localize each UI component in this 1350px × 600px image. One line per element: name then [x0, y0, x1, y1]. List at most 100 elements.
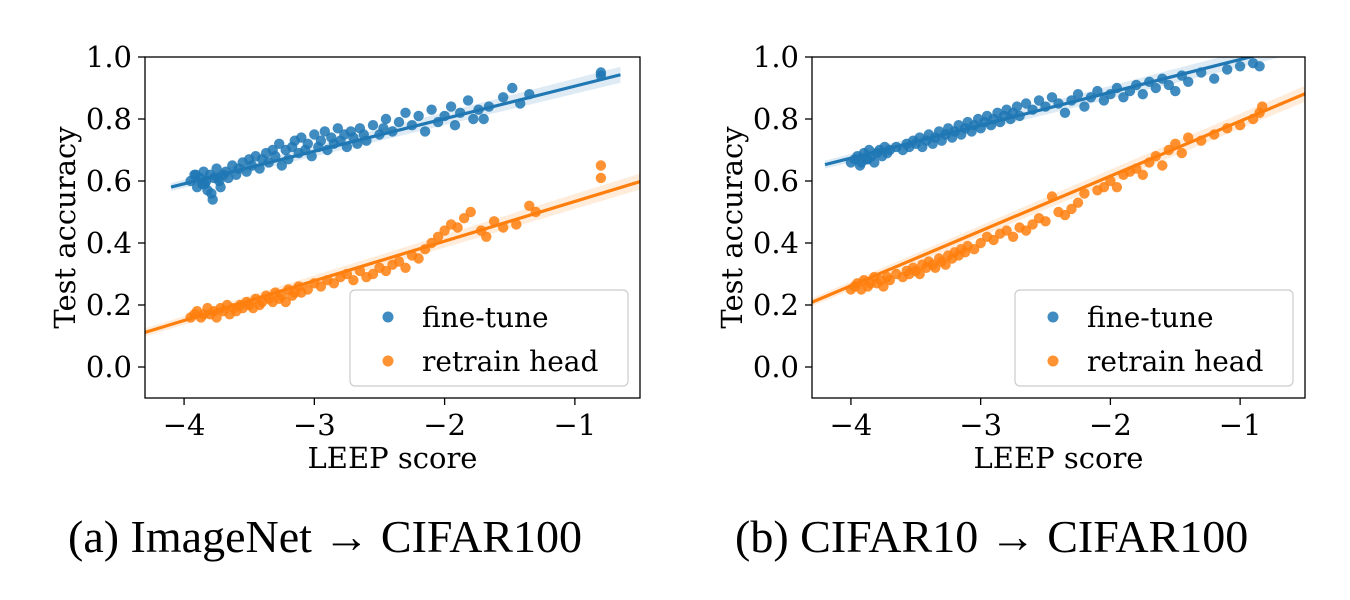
data-point — [969, 244, 980, 255]
figure-canvas: −4 −3 −2 −1 0.0 0.2 0.4 0.6 0.8 1.0 LEEP score Test… — [48, 40, 1306, 475]
fit-line — [812, 92, 1305, 304]
x-tick-label: −1 — [553, 408, 596, 442]
data-point — [975, 237, 986, 249]
data-point — [1254, 61, 1265, 72]
data-point — [315, 135, 327, 146]
x-tick-label: −4 — [830, 408, 873, 442]
x-tick-label: −4 — [163, 408, 206, 442]
data-point — [439, 225, 450, 236]
data-point — [1001, 225, 1012, 236]
data-point — [1020, 225, 1032, 236]
data-point — [988, 234, 999, 246]
data-point — [1137, 89, 1149, 100]
data-point — [302, 138, 313, 149]
data-point — [432, 231, 444, 242]
data-point — [1157, 160, 1168, 171]
y-tick-label: 0.8 — [753, 102, 799, 136]
data-point — [1098, 95, 1110, 106]
data-point — [380, 113, 392, 125]
series-retrain-head — [145, 160, 640, 337]
legend-marker — [382, 355, 394, 367]
data-point — [400, 107, 411, 119]
legend-label: retrain head — [1087, 345, 1263, 378]
legend-marker — [382, 311, 394, 323]
data-point — [1137, 169, 1149, 180]
x-tick-label: −3 — [293, 408, 336, 442]
data-point — [206, 188, 217, 199]
y-tick-label: 0.4 — [753, 226, 799, 260]
legend-label: fine-tune — [422, 301, 549, 334]
data-point — [1066, 203, 1077, 215]
data-point — [478, 113, 489, 125]
legend-label: retrain head — [422, 345, 598, 378]
data-point — [862, 154, 873, 165]
data-point — [190, 169, 201, 180]
y-tick-label: 0.0 — [753, 350, 799, 384]
data-point — [940, 259, 951, 270]
data-point — [332, 123, 343, 134]
data-point — [1040, 216, 1051, 227]
legend: fine-tune retrain head — [349, 289, 629, 387]
data-point — [468, 113, 479, 125]
data-point — [393, 116, 405, 128]
fit-confidence-band — [171, 66, 621, 192]
fit-line — [170, 73, 621, 189]
data-point — [1079, 188, 1090, 199]
data-point — [413, 110, 424, 122]
data-point — [507, 82, 518, 94]
data-point — [1027, 219, 1038, 230]
data-point — [1209, 73, 1220, 84]
data-point — [348, 275, 359, 286]
data-point — [211, 163, 222, 174]
data-point — [481, 231, 492, 242]
fit-confidence-band — [812, 85, 1305, 307]
data-point — [367, 268, 379, 280]
axes-frame — [811, 56, 1306, 399]
y-axis-label: Test accuracy — [48, 126, 82, 329]
y-tick-label: 1.0 — [86, 40, 132, 74]
data-point — [1059, 107, 1071, 119]
data-point — [595, 160, 607, 171]
data-point — [452, 222, 463, 233]
data-point — [1234, 61, 1246, 72]
data-point — [930, 262, 941, 273]
data-point — [462, 95, 474, 106]
data-point — [1111, 182, 1123, 193]
chart-panel-1: −4 −3 −2 −1 0.0 0.2 0.4 0.6 0.8 1.0 LEEP score Test… — [48, 40, 641, 475]
x-tick-label: −2 — [1089, 408, 1132, 442]
data-point — [199, 178, 211, 190]
data-point — [280, 296, 291, 308]
legend-box — [1014, 289, 1294, 387]
y-tick-label: 0.6 — [753, 164, 799, 198]
data-point — [511, 219, 522, 230]
legend: fine-tune retrain head — [1014, 289, 1294, 387]
data-point — [426, 104, 437, 115]
y-axis-label: Test accuracy — [715, 126, 749, 329]
data-point — [309, 129, 320, 140]
x-axis-label: LEEP score — [308, 441, 478, 475]
fit-line — [145, 180, 640, 334]
y-tick-label: 0.6 — [86, 164, 132, 198]
y-tick-label: 0.8 — [86, 102, 132, 136]
legend-marker — [1047, 355, 1059, 367]
data-point — [1118, 92, 1129, 103]
series-retrain-head — [812, 85, 1305, 307]
data-point — [465, 206, 476, 218]
data-point — [1098, 182, 1110, 193]
data-point — [315, 281, 327, 292]
data-point — [1222, 64, 1233, 75]
data-point — [458, 213, 470, 224]
data-point — [274, 138, 285, 149]
data-point — [1072, 197, 1084, 208]
data-point — [393, 256, 405, 267]
data-point — [1150, 82, 1162, 94]
data-point — [1079, 101, 1090, 112]
legend-box — [349, 289, 629, 387]
data-point — [914, 268, 925, 280]
data-point — [319, 126, 330, 137]
data-point — [380, 265, 392, 277]
series-fine-tune — [824, 57, 1280, 171]
plot-area — [812, 57, 1305, 307]
x-tick-label: −2 — [423, 408, 466, 442]
data-point — [302, 284, 313, 295]
